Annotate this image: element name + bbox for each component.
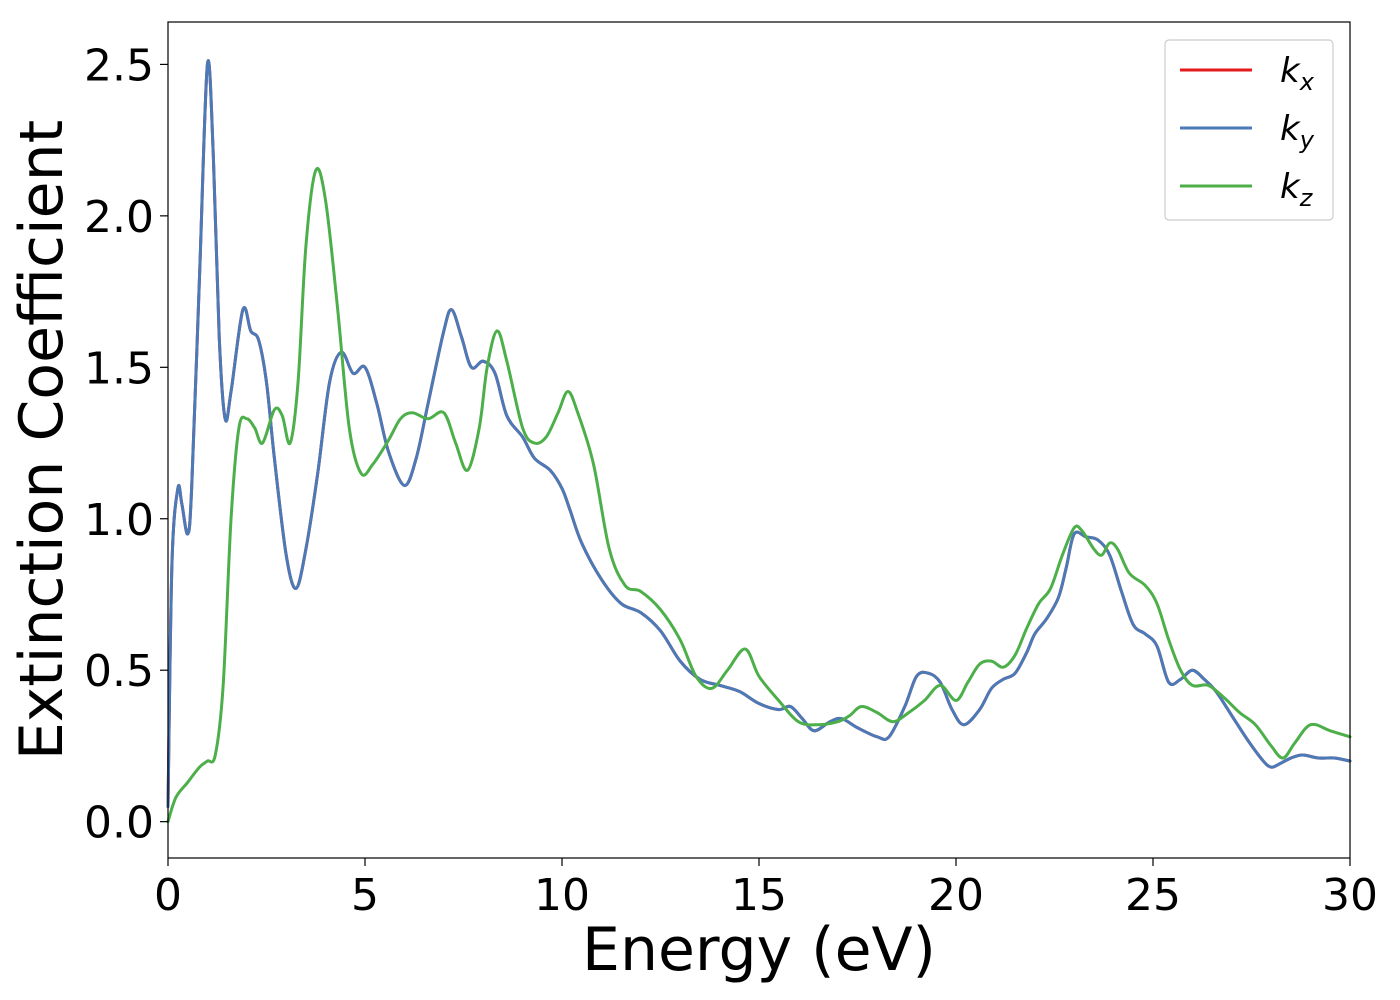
legend-label-x: kx <box>1280 51 1315 96</box>
x-tick-label: 10 <box>534 870 590 921</box>
y-tick-label: 1.5 <box>84 343 154 394</box>
x-tick-label: 25 <box>1125 870 1181 921</box>
x-tick-label: 5 <box>351 870 379 921</box>
series-line-k-z <box>166 167 1352 824</box>
legend-label-sub: x <box>1299 68 1315 96</box>
x-tick-label: 30 <box>1322 870 1378 921</box>
y-tick-label: 0.0 <box>84 798 154 849</box>
y-tick-label: 0.5 <box>84 646 154 697</box>
y-tick-label: 2.5 <box>84 40 154 91</box>
series-layer <box>166 59 1352 824</box>
x-axis: 0 5 10 15 20 25 30 <box>154 858 1378 921</box>
legend-label-base: k <box>1280 109 1301 149</box>
plot-background <box>168 22 1350 858</box>
legend-label-sub: y <box>1299 126 1315 154</box>
y-tick-label: 2.0 <box>84 192 154 243</box>
legend-label-base: k <box>1280 167 1301 207</box>
x-tick-label: 0 <box>154 870 182 921</box>
y-axis: 0.0 0.5 1.0 1.5 2.0 2.5 <box>84 40 168 849</box>
x-axis-title: Energy (eV) <box>582 915 936 985</box>
legend-label-z: kz <box>1280 167 1314 212</box>
legend-box <box>1164 39 1334 221</box>
legend-label-base: k <box>1280 51 1301 91</box>
x-tick-label: 20 <box>928 870 984 921</box>
legend-label-y: ky <box>1280 109 1315 154</box>
legend-label-sub: z <box>1299 184 1314 212</box>
series-line-k-y <box>166 59 1352 809</box>
x-tick-label: 15 <box>731 870 787 921</box>
y-axis-title: Extinction Coefficient <box>7 120 77 760</box>
y-tick-label: 1.0 <box>84 495 154 546</box>
